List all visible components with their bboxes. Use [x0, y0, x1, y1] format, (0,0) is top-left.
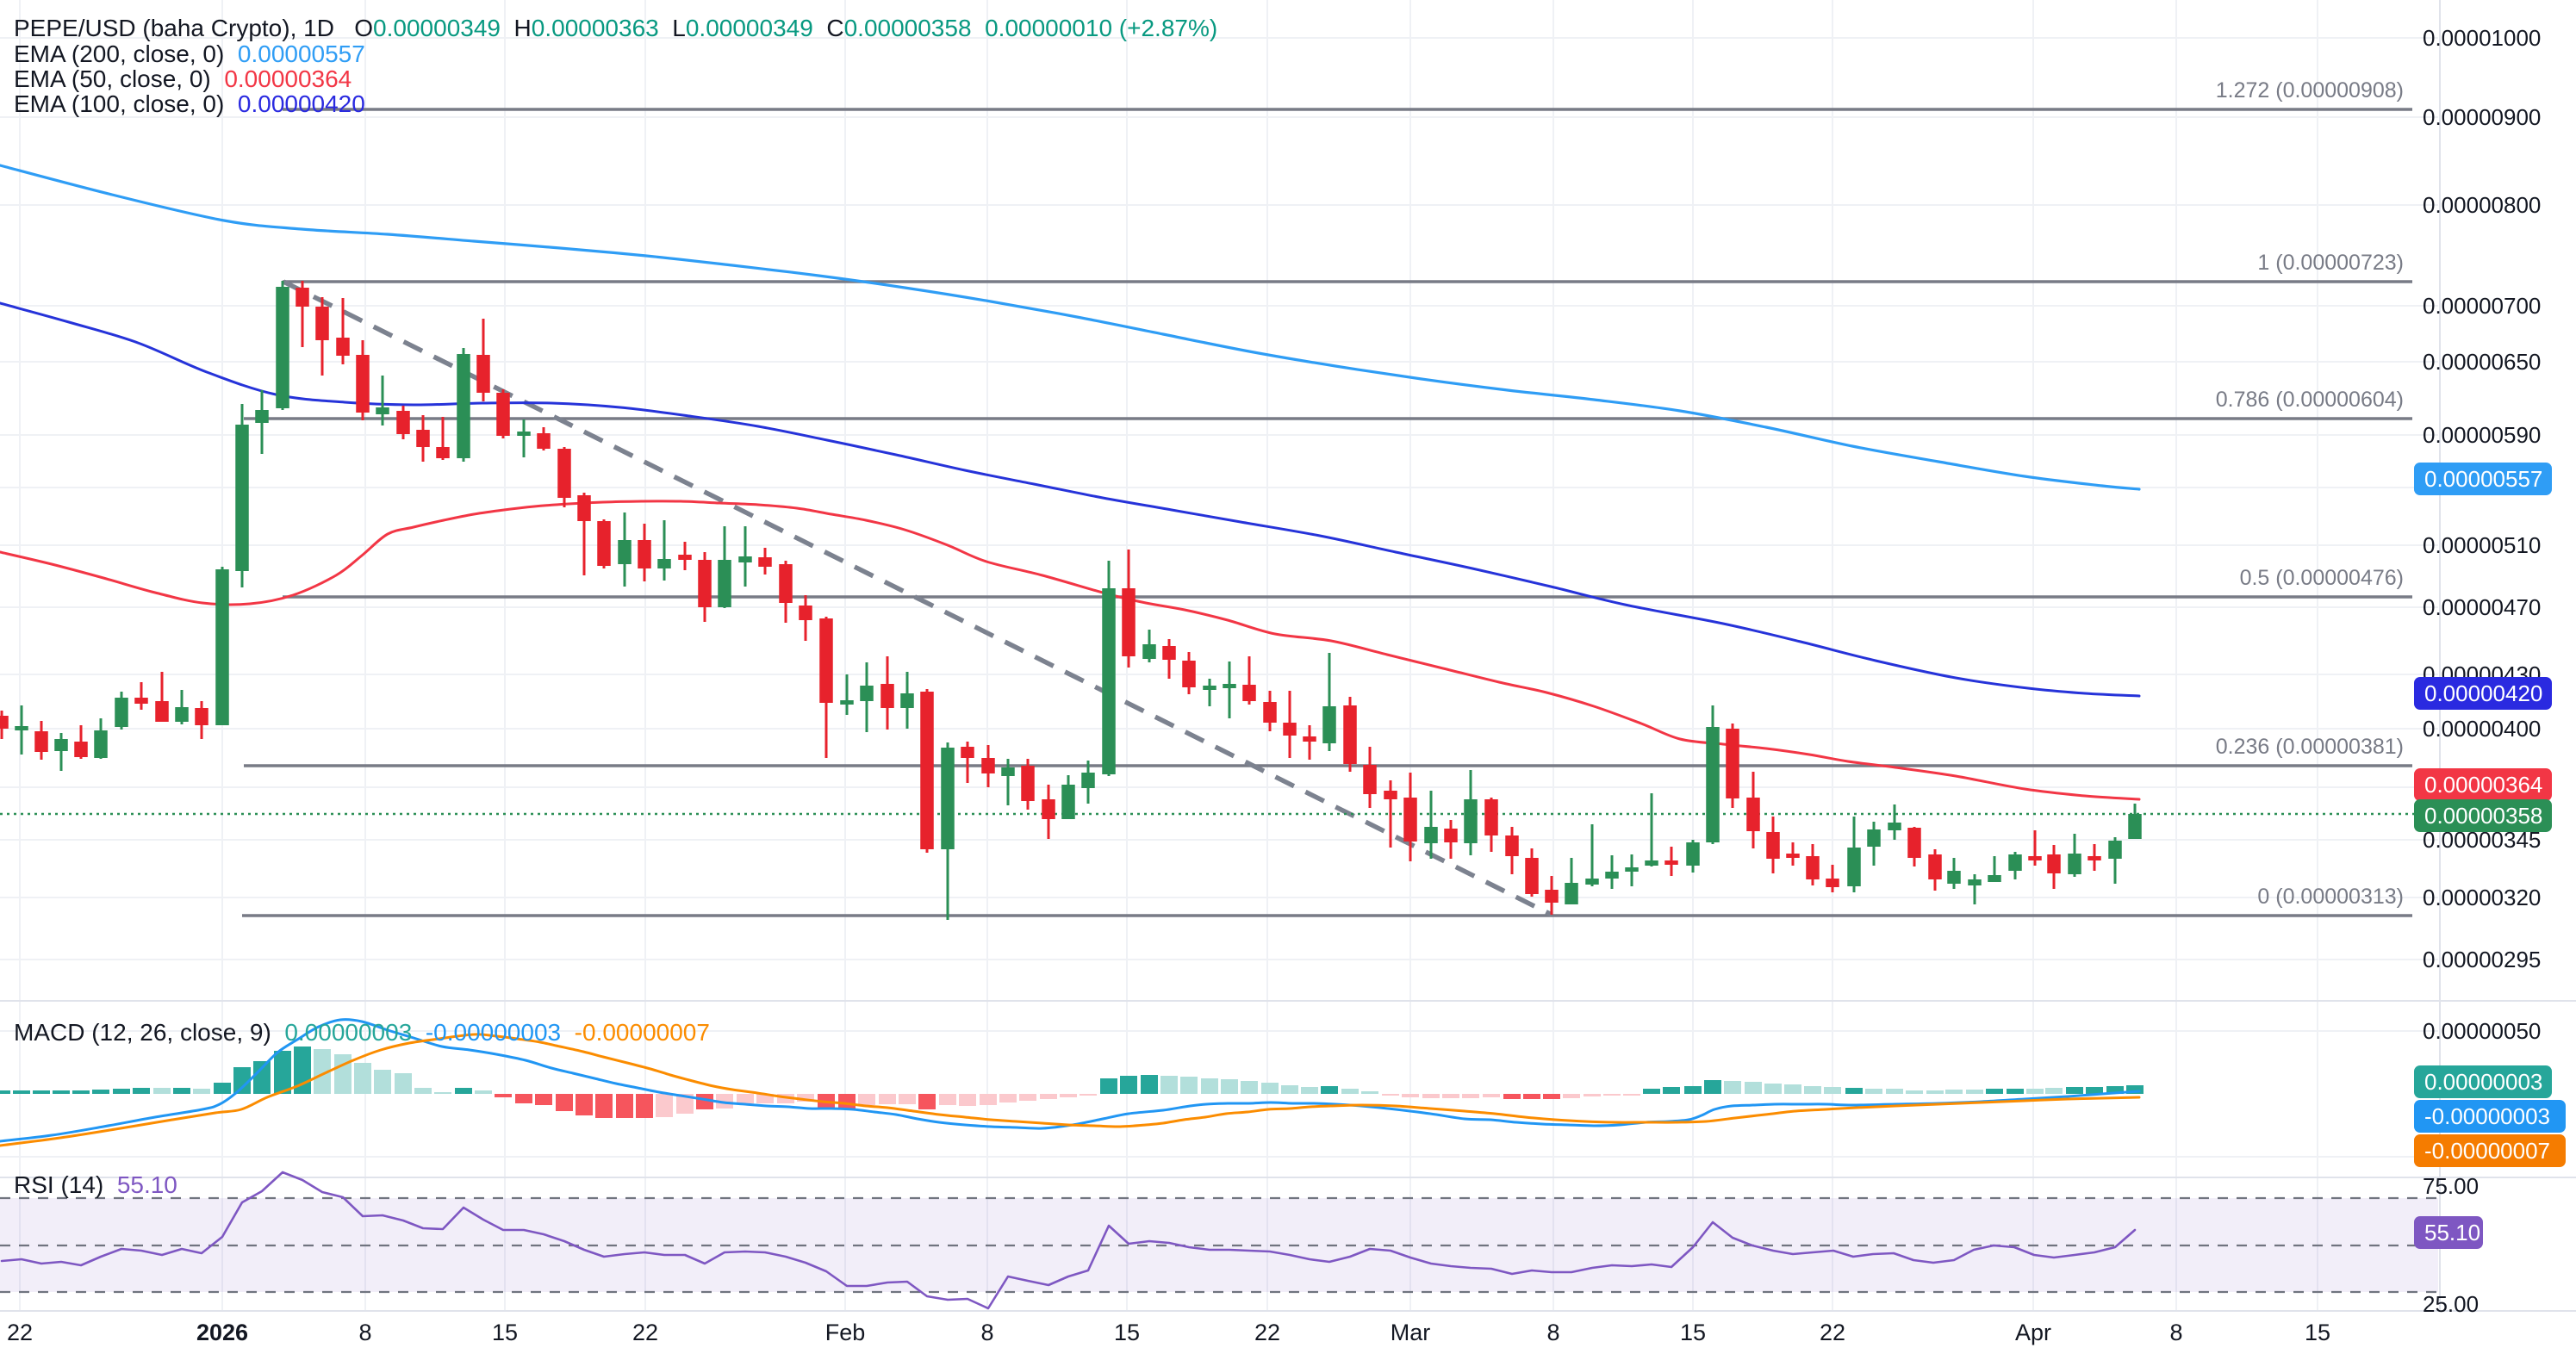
svg-text:0.00000800: 0.00000800 — [2423, 192, 2541, 218]
svg-text:8: 8 — [1546, 1320, 1559, 1345]
svg-text:15: 15 — [1114, 1320, 1140, 1345]
svg-text:0.00000700: 0.00000700 — [2423, 293, 2541, 319]
svg-text:-0.00000003: -0.00000003 — [2424, 1103, 2550, 1129]
svg-text:EMA (100, close, 0) 0.0000042: EMA (100, close, 0) 0.00000420 — [14, 90, 365, 117]
svg-text:0.236 (0.00000381): 0.236 (0.00000381) — [2216, 735, 2404, 759]
svg-text:8: 8 — [358, 1320, 371, 1345]
svg-text:22: 22 — [1254, 1320, 1280, 1345]
svg-text:1 (0.00000723): 1 (0.00000723) — [2257, 251, 2404, 275]
svg-text:0.786 (0.00000604): 0.786 (0.00000604) — [2216, 388, 2404, 412]
svg-text:0.00000358: 0.00000358 — [2424, 803, 2542, 829]
svg-text:0.00000364: 0.00000364 — [2424, 772, 2542, 798]
svg-text:EMA (200, close, 0) 0.0000055: EMA (200, close, 0) 0.00000557 — [14, 40, 365, 67]
svg-text:15: 15 — [1680, 1320, 1706, 1345]
svg-text:RSI (14) 55.10: RSI (14) 55.10 — [14, 1171, 177, 1198]
svg-text:15: 15 — [492, 1320, 518, 1345]
svg-text:Feb: Feb — [825, 1320, 866, 1345]
svg-text:2026: 2026 — [196, 1320, 248, 1345]
svg-text:Apr: Apr — [2015, 1320, 2051, 1345]
svg-text:MACD (12, 26, close, 9) 0.000: MACD (12, 26, close, 9) 0.00000003 -0.00… — [14, 1019, 710, 1046]
svg-text:0.5 (0.00000476): 0.5 (0.00000476) — [2240, 566, 2404, 590]
svg-text:EMA (50, close, 0) 0.00000364: EMA (50, close, 0) 0.00000364 — [14, 65, 352, 92]
svg-text:0.00000510: 0.00000510 — [2423, 532, 2541, 558]
svg-text:0.00000557: 0.00000557 — [2424, 466, 2542, 492]
svg-text:0.00000420: 0.00000420 — [2424, 680, 2542, 706]
svg-text:15: 15 — [2305, 1320, 2330, 1345]
svg-text:1.272 (0.00000908): 1.272 (0.00000908) — [2216, 78, 2404, 102]
svg-text:0.00000900: 0.00000900 — [2423, 104, 2541, 130]
svg-text:8: 8 — [2169, 1320, 2182, 1345]
svg-text:55.10: 55.10 — [2424, 1220, 2480, 1245]
svg-text:0.00000050: 0.00000050 — [2423, 1018, 2541, 1044]
svg-text:75.00: 75.00 — [2423, 1173, 2479, 1199]
svg-text:25.00: 25.00 — [2423, 1291, 2479, 1317]
svg-text:8: 8 — [980, 1320, 993, 1345]
svg-text:0.00000320: 0.00000320 — [2423, 885, 2541, 910]
svg-text:0.00000650: 0.00000650 — [2423, 349, 2541, 375]
svg-text:22: 22 — [1820, 1320, 1845, 1345]
svg-text:0.00000400: 0.00000400 — [2423, 716, 2541, 742]
svg-text:0 (0.00000313): 0 (0.00000313) — [2257, 885, 2404, 909]
svg-text:Mar: Mar — [1391, 1320, 1431, 1345]
svg-text:22: 22 — [7, 1320, 33, 1345]
svg-text:0.00000003: 0.00000003 — [2424, 1069, 2542, 1095]
svg-text:0.00000295: 0.00000295 — [2423, 947, 2541, 972]
svg-text:PEPE/USD (baha Crypto), 1D O: PEPE/USD (baha Crypto), 1D O0.00000349 H… — [14, 15, 1217, 41]
svg-text:22: 22 — [632, 1320, 658, 1345]
svg-text:0.00000590: 0.00000590 — [2423, 422, 2541, 448]
svg-text:-0.00000007: -0.00000007 — [2424, 1138, 2550, 1164]
svg-text:0.00000470: 0.00000470 — [2423, 594, 2541, 620]
svg-text:0.00001000: 0.00001000 — [2423, 25, 2541, 51]
